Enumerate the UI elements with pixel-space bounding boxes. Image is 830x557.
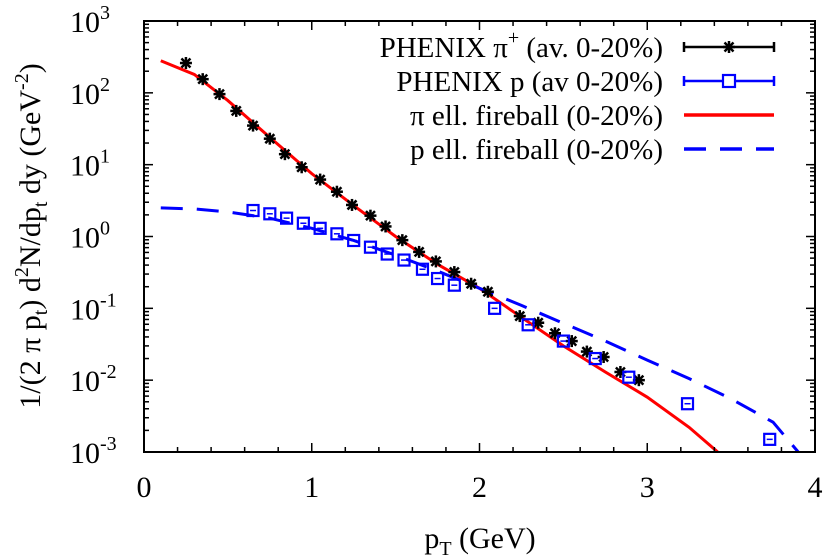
legend: PHENIX π+ (av. 0-20%)PHENIX p (av 0-20%)… [380,27,776,166]
legend-label: π ell. fireball (0-20%) [410,100,663,132]
legend-label: PHENIX π+ (av. 0-20%) [380,27,663,64]
y-tick-label: 103 [70,2,110,39]
x-axis-title: pT (GeV) [424,522,535,557]
x-tick-label: 2 [472,471,487,504]
legend-entry: p ell. fireball (0-20%) [410,134,774,166]
legend-entry: PHENIX π+ (av. 0-20%) [380,27,776,64]
x-tick-labels: 0 1 2 3 4 [137,471,823,504]
x-tick-label: 4 [808,471,823,504]
y-axis-title: 1/(2 π pt) d2N/dpt dy (GeV-2) [11,63,52,408]
pion-data-points [179,57,645,387]
x-tick-label: 1 [304,471,319,504]
y-tick-label: 10-3 [70,433,117,470]
legend-entry: π ell. fireball (0-20%) [410,100,774,132]
proton-model-curve [160,206,800,452]
y-tick-label: 102 [70,74,110,111]
y-tick-labels: 103 102 101 100 10-1 10-2 10-3 [70,2,117,470]
svg-text:1/(2 π pt) d2N/dpt dy (GeV-2): 1/(2 π pt) d2N/dpt dy (GeV-2) [11,63,52,408]
plot-area [160,57,800,452]
x-tick-label: 0 [137,471,152,504]
axis-ticks [143,21,816,453]
x-tick-label: 3 [640,471,655,504]
y-tick-label: 101 [70,146,110,183]
legend-label: PHENIX p (av 0-20%) [396,66,663,98]
y-tick-label: 100 [70,218,110,255]
legend-label: p ell. fireball (0-20%) [410,134,663,166]
legend-entry: PHENIX p (av 0-20%) [396,66,776,98]
proton-data-points [246,203,777,446]
y-tick-label: 10-2 [70,361,117,398]
y-tick-label: 10-1 [70,289,117,326]
